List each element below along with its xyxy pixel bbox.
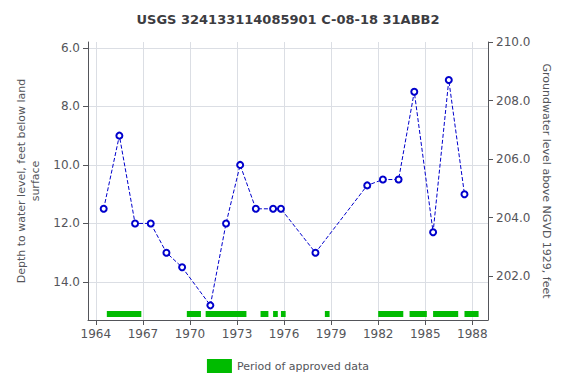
svg-text:1973: 1973 [222,327,253,341]
svg-text:1982: 1982 [363,327,394,341]
svg-text:USGS 324133114085901 C-08-18 3: USGS 324133114085901 C-08-18 31ABB2 [136,12,439,27]
svg-text:10.0: 10.0 [53,158,80,172]
svg-text:12.0: 12.0 [53,216,80,230]
svg-text:204.0: 204.0 [496,211,530,225]
svg-text:1985: 1985 [410,327,441,341]
svg-text:1964: 1964 [81,327,112,341]
svg-text:1976: 1976 [269,327,300,341]
svg-text:208.0: 208.0 [496,94,530,108]
svg-text:1967: 1967 [128,327,159,341]
svg-text:210.0: 210.0 [496,35,530,49]
svg-text:Depth to water level, feet bel: Depth to water level, feet below land [15,79,28,284]
svg-text:1988: 1988 [457,327,488,341]
svg-text:206.0: 206.0 [496,152,530,166]
svg-text:1979: 1979 [316,327,347,341]
svg-text:6.0: 6.0 [61,41,80,55]
svg-text:202.0: 202.0 [496,269,530,283]
svg-text:Groundwater level above NGVD 1: Groundwater level above NGVD 1929, feet [540,63,553,299]
svg-text:1970: 1970 [175,327,206,341]
svg-text:14.0: 14.0 [53,275,80,289]
svg-text:Period of approved data: Period of approved data [237,360,369,373]
svg-text:8.0: 8.0 [61,99,80,113]
svg-text:surface: surface [29,160,42,201]
